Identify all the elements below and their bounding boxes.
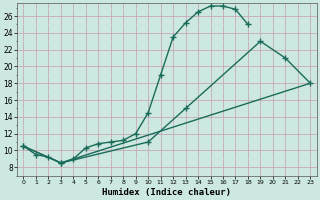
X-axis label: Humidex (Indice chaleur): Humidex (Indice chaleur)	[102, 188, 231, 197]
